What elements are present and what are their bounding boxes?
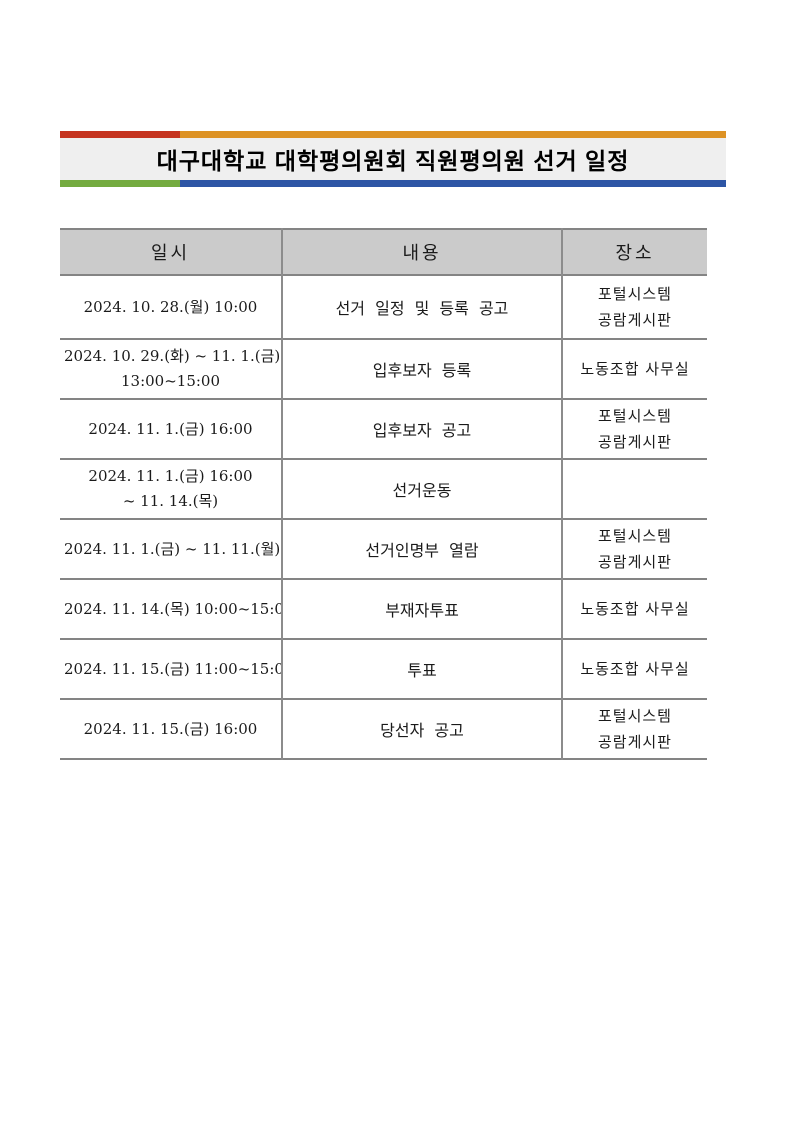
cell-place: 노동조합 사무실 (562, 579, 707, 639)
cell-place: 포털시스템 공람게시판 (562, 275, 707, 339)
column-header-place: 장소 (562, 229, 707, 275)
content-text: 당선자 공고 (380, 721, 464, 740)
banner-bottom-rule-blue-segment (180, 180, 726, 187)
table-row: 2024. 11. 15.(금) 16:00 당선자 공고 포털시스템 공람게시… (60, 699, 707, 759)
cell-content: 당선자 공고 (282, 699, 563, 759)
cell-place: 포털시스템 공람게시판 (562, 399, 707, 459)
cell-content: 투표 (282, 639, 563, 699)
datetime-text: 2024. 11. 1.(금) 16:00 (88, 419, 253, 438)
cell-datetime: 2024. 11. 1.(금) 16:00 ~ 11. 14.(목) (60, 459, 283, 519)
cell-content: 선거인명부 열람 (282, 519, 563, 579)
table-row: 2024. 11. 1.(금) 16:00 입후보자 공고 포털시스템 공람게시… (60, 399, 707, 459)
datetime-text: 2024. 10. 28.(월) 10:00 (83, 297, 258, 316)
cell-content: 선거운동 (282, 459, 563, 519)
column-header-content: 내용 (282, 229, 563, 275)
content-text: 부재자투표 (385, 601, 459, 620)
cell-datetime: 2024. 11. 1.(금) 16:00 (60, 399, 283, 459)
cell-content: 선거 일정 및 등록 공고 (282, 275, 563, 339)
table-row: 2024. 11. 15.(금) 11:00~15:00 투표 노동조합 사무실 (60, 639, 707, 699)
datetime-text: 2024. 11. 15.(금) 11:00~15:00 (64, 659, 282, 678)
table-row: 2024. 11. 1.(금) 16:00 ~ 11. 14.(목) 선거운동 (60, 459, 707, 519)
place-text: 포털시스템 (597, 407, 672, 425)
datetime-text: ~ 11. 14.(목) (122, 492, 219, 510)
content-text: 입후보자 공고 (372, 421, 472, 440)
place-text: 공람게시판 (597, 433, 672, 451)
place-text: 노동조합 사무실 (580, 600, 690, 618)
schedule-table-container: 일시 내용 장소 2024. 10. 28.(월) 10:00 선거 일정 및 … (60, 228, 707, 760)
banner-bottom-rule-green-segment (60, 180, 180, 187)
cell-place: 포털시스템 공람게시판 (562, 519, 707, 579)
cell-content: 부재자투표 (282, 579, 563, 639)
content-text: 선거인명부 열람 (365, 541, 479, 560)
title-banner: 대구대학교 대학평의원회 직원평의원 선거 일정 (60, 131, 726, 187)
content-text: 입후보자 등록 (372, 361, 472, 380)
page-title: 대구대학교 대학평의원회 직원평의원 선거 일정 (156, 148, 630, 174)
table-row: 2024. 10. 29.(화) ~ 11. 1.(금) 13:00~15:00… (60, 339, 707, 399)
cell-content: 입후보자 공고 (282, 399, 563, 459)
datetime-text: 2024. 11. 14.(목) 10:00~15:00 (64, 599, 282, 618)
cell-datetime: 2024. 11. 15.(금) 11:00~15:00 (60, 639, 283, 699)
cell-place: 포털시스템 공람게시판 (562, 699, 707, 759)
table-header-row: 일시 내용 장소 (60, 229, 707, 275)
place-text: 포털시스템 (597, 285, 672, 303)
place-text: 공람게시판 (597, 553, 672, 571)
content-text: 선거 일정 및 등록 공고 (335, 299, 509, 318)
place-text: 노동조합 사무실 (580, 660, 690, 678)
content-text: 투표 (407, 661, 437, 680)
schedule-table: 일시 내용 장소 2024. 10. 28.(월) 10:00 선거 일정 및 … (60, 228, 707, 760)
cell-place: 노동조합 사무실 (562, 639, 707, 699)
banner-bottom-rule (60, 180, 726, 187)
cell-datetime: 2024. 10. 28.(월) 10:00 (60, 275, 283, 339)
table-row: 2024. 10. 28.(월) 10:00 선거 일정 및 등록 공고 포털시… (60, 275, 707, 339)
place-text: 포털시스템 (597, 707, 672, 725)
cell-place: 노동조합 사무실 (562, 339, 707, 399)
datetime-text: 2024. 10. 29.(화) ~ 11. 1.(금) (64, 347, 281, 365)
cell-content: 입후보자 등록 (282, 339, 563, 399)
cell-datetime: 2024. 11. 1.(금) ~ 11. 11.(월) (60, 519, 283, 579)
place-text: 공람게시판 (597, 733, 672, 751)
datetime-text: 2024. 11. 15.(금) 16:00 (83, 719, 258, 738)
place-text: 포털시스템 (597, 527, 672, 545)
content-text: 선거운동 (392, 481, 452, 500)
cell-datetime: 2024. 11. 15.(금) 16:00 (60, 699, 283, 759)
cell-datetime: 2024. 10. 29.(화) ~ 11. 1.(금) 13:00~15:00 (60, 339, 283, 399)
banner-top-rule-orange-segment (180, 131, 726, 138)
place-text: 노동조합 사무실 (580, 360, 690, 378)
datetime-text: 2024. 11. 1.(금) 16:00 (88, 467, 253, 485)
cell-datetime: 2024. 11. 14.(목) 10:00~15:00 (60, 579, 283, 639)
datetime-text: 2024. 11. 1.(금) ~ 11. 11.(월) (64, 539, 281, 558)
table-row: 2024. 11. 14.(목) 10:00~15:00 부재자투표 노동조합 … (60, 579, 707, 639)
table-row: 2024. 11. 1.(금) ~ 11. 11.(월) 선거인명부 열람 포털… (60, 519, 707, 579)
banner-top-rule-red-segment (60, 131, 180, 138)
banner-top-rule (60, 131, 726, 138)
title-box: 대구대학교 대학평의원회 직원평의원 선거 일정 (60, 138, 726, 180)
place-text: 공람게시판 (597, 311, 672, 329)
cell-place (562, 459, 707, 519)
datetime-text: 13:00~15:00 (120, 372, 221, 390)
column-header-datetime: 일시 (60, 229, 283, 275)
